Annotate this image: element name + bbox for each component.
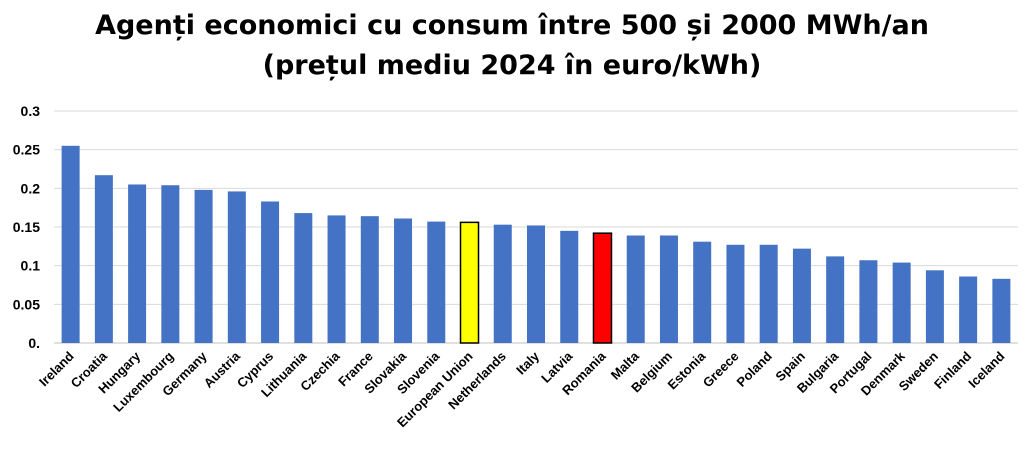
bar-iceland — [992, 278, 1011, 343]
bar-austria — [227, 191, 246, 343]
bar-malta — [626, 235, 645, 343]
bar-sweden — [925, 270, 944, 343]
y-tick-label: 0.2 — [21, 180, 41, 196]
bar-spain — [792, 248, 811, 343]
bar-belgium — [659, 235, 678, 343]
bar-poland — [759, 244, 778, 343]
x-tick-label: Italy — [513, 348, 543, 378]
bar-portugal — [859, 260, 878, 343]
bar-luxembourg — [161, 185, 180, 343]
x-tick-label: Poland — [734, 348, 775, 389]
x-tick-label: Iceland — [965, 348, 1007, 390]
x-tick-label: Finland — [931, 348, 974, 391]
bar-slovakia — [394, 218, 413, 343]
bar-lithuania — [294, 213, 313, 343]
chart-title-line2: (prețul mediu 2024 în euro/kWh) — [262, 50, 762, 81]
bar-france — [360, 216, 379, 343]
x-tick-label: Estonia — [665, 348, 709, 392]
bar-european-union — [459, 221, 480, 344]
bar-netherlands — [493, 224, 512, 343]
bar-hungary — [128, 184, 147, 343]
y-tick-label: 0.3 — [21, 103, 41, 119]
bar-slovenia — [427, 221, 446, 343]
chart-title: Agenți economici cu consum între 500 și … — [0, 6, 1024, 86]
y-tick-label: 0.25 — [13, 142, 40, 158]
bar-germany — [194, 189, 213, 343]
bar-denmark — [892, 262, 911, 343]
y-tick-label: 0.05 — [13, 296, 40, 312]
y-tick-label: 0. — [28, 335, 40, 351]
bar-romania — [592, 232, 613, 344]
x-tick-label: Greece — [700, 349, 742, 391]
bar-ireland — [61, 145, 80, 343]
bar-estonia — [693, 241, 712, 343]
bar-czechia — [327, 215, 346, 343]
chart-title-line1: Agenți economici cu consum între 500 și … — [95, 10, 929, 41]
bar-finland — [959, 276, 978, 343]
bar-latvia — [560, 230, 579, 343]
bar-italy — [527, 225, 545, 343]
bar-greece — [726, 244, 745, 343]
bar-croatia — [94, 175, 113, 343]
y-tick-label: 0.15 — [13, 219, 40, 235]
bar-bulgaria — [826, 256, 845, 343]
y-tick-label: 0.1 — [21, 258, 41, 274]
bar-cyprus — [261, 201, 280, 343]
